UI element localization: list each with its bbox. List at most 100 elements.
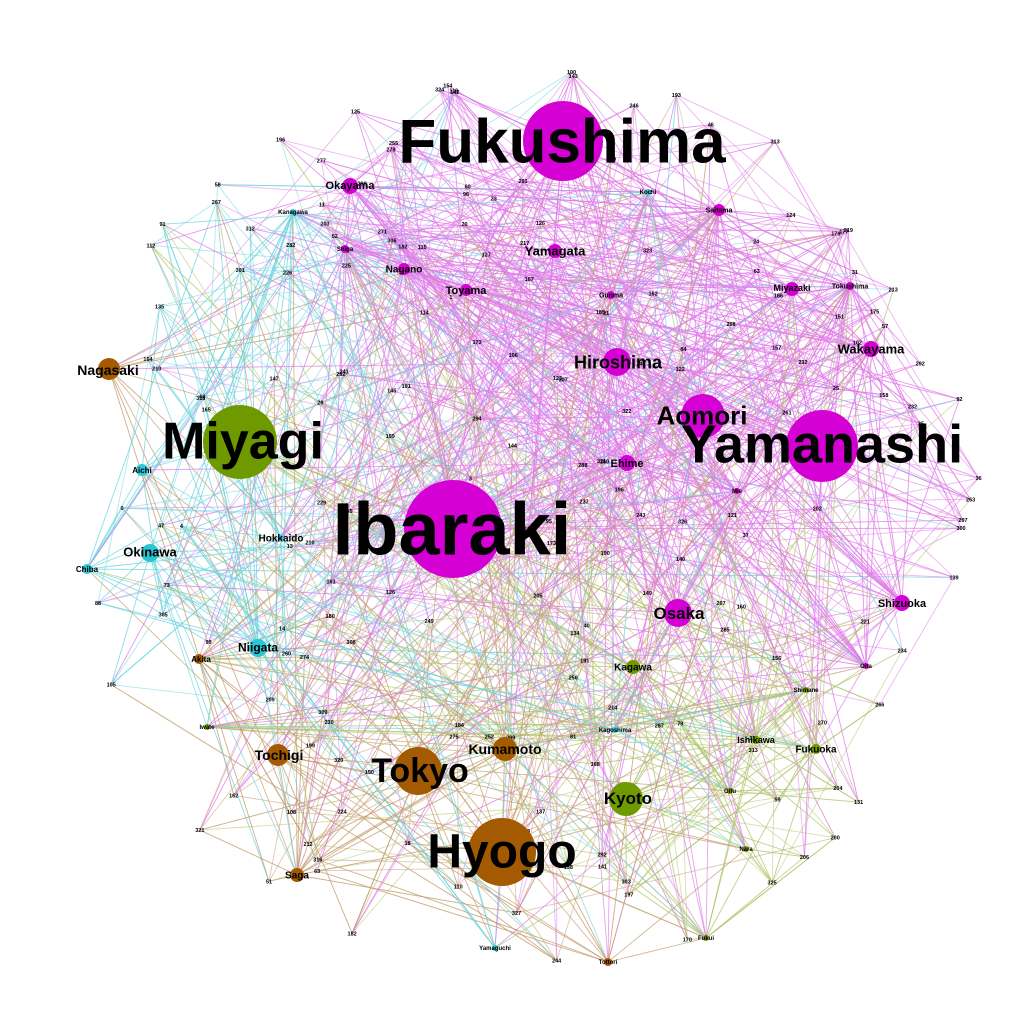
node-number-label: 323 <box>643 249 652 255</box>
node-number-label: 149 <box>643 591 652 597</box>
node-number-label: 320 <box>334 758 343 764</box>
graph-edge <box>676 94 776 142</box>
graph-edge <box>206 665 867 728</box>
graph-edge <box>206 726 616 731</box>
graph-edge <box>540 424 847 813</box>
node-yamaguchi <box>492 945 498 951</box>
graph-edge <box>147 111 356 360</box>
node-number-label: 309 <box>318 710 327 716</box>
graph-edge <box>718 209 807 691</box>
label-saitama: Saitama <box>706 208 733 215</box>
node-tochigi <box>267 744 289 766</box>
graph-edge <box>86 418 478 570</box>
graph-edge <box>675 94 839 788</box>
graph-edge <box>292 211 807 691</box>
label-ibaraki: Ibaraki <box>333 488 572 571</box>
node-number-label: 260 <box>600 460 609 466</box>
graph-edge <box>554 250 757 741</box>
graph-edge <box>647 191 731 792</box>
graph-edge <box>162 223 628 464</box>
node-number-label: 24 <box>753 240 760 246</box>
graph-edge <box>537 285 851 596</box>
graph-edge <box>647 209 720 252</box>
node-number-label: 196 <box>276 138 285 144</box>
node-number-label: 327 <box>512 911 521 917</box>
node-number-label: 311 <box>597 459 606 465</box>
node-number-label: 114 <box>420 310 430 316</box>
graph-edge <box>537 348 872 596</box>
node-number-label: 112 <box>146 243 155 249</box>
node-number-label: 234 <box>898 648 908 654</box>
graph-edge <box>280 361 618 539</box>
graph-edge <box>239 441 778 801</box>
node-number-label: 200 <box>831 836 840 842</box>
label-kagoshima: Kagoshima <box>599 728 632 734</box>
graph-edge <box>632 666 688 940</box>
node-number-label: 23 <box>491 196 497 202</box>
node-number-label: 161 <box>327 580 336 586</box>
graph-edge <box>705 722 823 939</box>
graph-edge <box>351 770 419 934</box>
graph-edge <box>206 726 596 765</box>
graph-edge <box>771 650 903 883</box>
node-number-label: 119 <box>449 89 458 95</box>
graph-edge <box>322 552 606 713</box>
graph-edge <box>292 211 496 949</box>
label-yamaguchi: Yamaguchi <box>479 946 511 952</box>
node-number-label: 96 <box>463 192 469 198</box>
node-number-label: 185 <box>596 310 605 316</box>
node-number-label: 321 <box>195 828 204 834</box>
graph-edge <box>625 748 817 800</box>
graph-edge <box>626 462 707 939</box>
node-number-label: 20 <box>462 222 468 228</box>
graph-edge <box>150 201 217 246</box>
graph-edge <box>289 545 955 578</box>
graph-edge <box>206 602 903 728</box>
node-number-label: 261 <box>782 410 791 416</box>
node-okayama <box>342 178 358 194</box>
graph-edge <box>290 244 605 462</box>
graph-edge <box>571 71 720 211</box>
label-okayama: Okayama <box>326 180 376 192</box>
graph-edge <box>610 191 649 296</box>
graph-edge <box>292 211 628 464</box>
graph-edge <box>309 541 576 634</box>
node-number-label: 51 <box>266 879 272 885</box>
node-number-label: 127 <box>482 253 491 259</box>
label-kochi: Kochi <box>640 190 657 196</box>
label-toyama: Toyama <box>446 285 488 297</box>
graph-edge <box>648 191 823 447</box>
graph-edge <box>458 192 650 726</box>
graph-edge <box>292 211 747 850</box>
node-number-label: 88 <box>95 601 101 607</box>
label-fukuoka: Fukuoka <box>795 745 837 756</box>
graph-edge <box>202 323 732 397</box>
label-iwate: Iwate <box>199 725 215 731</box>
graph-edge <box>802 230 849 363</box>
node-number-label: 325 <box>768 880 777 886</box>
graph-edge <box>562 140 903 604</box>
node-tokushima <box>846 282 854 290</box>
node-saitama <box>713 204 725 216</box>
graph-edge <box>447 85 793 290</box>
graph-edge <box>205 211 294 410</box>
graph-edge <box>501 294 612 853</box>
graph-edge <box>217 184 586 661</box>
graph-edge <box>421 246 704 417</box>
graph-edge <box>149 552 164 615</box>
label-miyazaki: Miyazaki <box>773 283 810 293</box>
graph-edge <box>417 770 496 949</box>
node-number-label: 277 <box>317 158 326 164</box>
node-aomori <box>681 394 725 438</box>
node-number-label: 206 <box>800 855 809 861</box>
graph-edge <box>290 71 572 246</box>
node-fukui <box>703 935 709 941</box>
graph-edge <box>268 759 340 882</box>
graph-edge <box>201 211 294 397</box>
graph-edge <box>141 397 202 471</box>
graph-edge <box>516 837 836 914</box>
graph-edge <box>815 602 903 750</box>
graph-edge <box>729 621 866 792</box>
graph-edge <box>208 163 540 643</box>
graph-edge <box>805 602 903 691</box>
